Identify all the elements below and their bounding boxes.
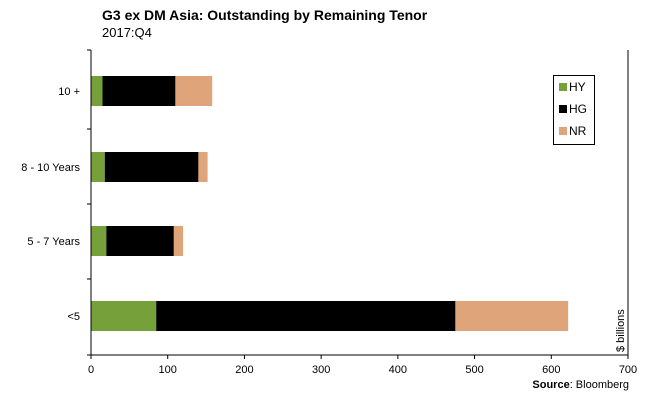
chart-subtitle: 2017:Q4 — [102, 25, 152, 40]
x-tick-label: 500 — [465, 364, 483, 376]
bar-nr-0 — [175, 76, 213, 106]
x-tick-label: 600 — [542, 364, 560, 376]
legend-label-nr: NR — [569, 124, 587, 138]
bar-nr-2 — [173, 226, 184, 256]
source-value: : Bloomberg — [569, 379, 629, 391]
bar-hy-1 — [91, 152, 105, 182]
y-tick-label: 10 + — [58, 86, 80, 98]
source-note: Source: Bloomberg — [532, 379, 629, 391]
x-tick-label: 400 — [389, 364, 407, 376]
x-tick-label: 700 — [619, 364, 637, 376]
bar-hg-1 — [104, 152, 199, 182]
bar-hy-3 — [91, 301, 157, 331]
chart-title: G3 ex DM Asia: Outstanding by Remaining … — [102, 7, 428, 23]
x-tick-label: 300 — [312, 364, 330, 376]
legend-swatch-hy — [559, 83, 567, 91]
x-tick-label: 0 — [88, 364, 94, 376]
x-tick-label: 100 — [159, 364, 177, 376]
bar-hy-2 — [91, 226, 107, 256]
legend-label-hg: HG — [569, 102, 587, 116]
y-tick-label: <5 — [67, 311, 80, 323]
source-label: Source — [532, 379, 570, 391]
y-tick-label: 8 - 10 Years — [21, 162, 80, 174]
x-tick-label: 200 — [235, 364, 253, 376]
unit-label: $ billions — [615, 309, 627, 352]
chart-legend: HY HG NR — [553, 75, 595, 145]
bar-hg-2 — [106, 226, 174, 256]
y-tick-label: 5 - 7 Years — [27, 236, 80, 248]
bar-hg-3 — [156, 301, 456, 331]
legend-swatch-nr — [559, 127, 567, 135]
bar-nr-1 — [198, 152, 208, 182]
bar-hy-0 — [91, 76, 103, 106]
legend-label-hy: HY — [569, 80, 586, 94]
bar-hg-0 — [102, 76, 176, 106]
bar-nr-3 — [455, 301, 569, 331]
legend-swatch-hg — [559, 105, 567, 113]
